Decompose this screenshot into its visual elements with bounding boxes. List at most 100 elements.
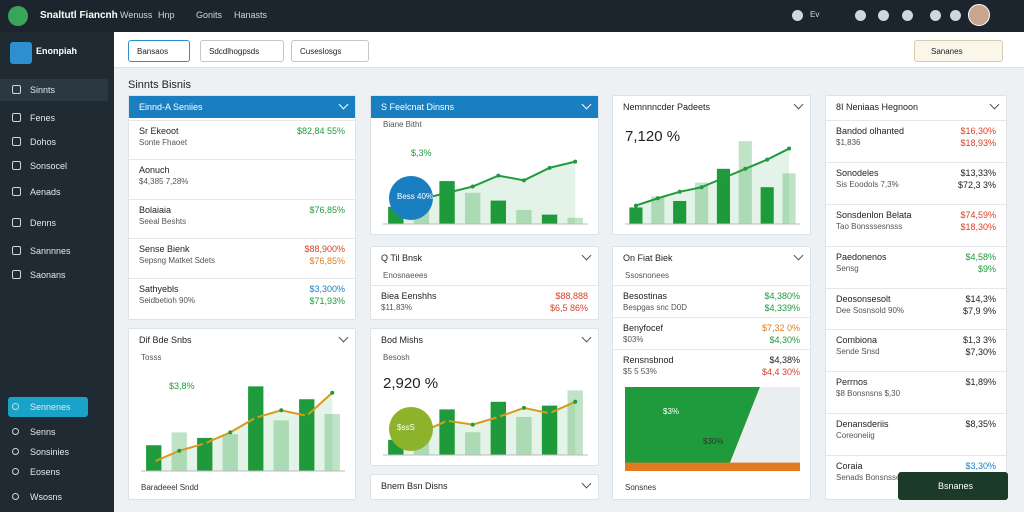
- row-label: Coraia: [836, 461, 863, 472]
- row-divider: [129, 277, 355, 279]
- nav-icon: [12, 187, 21, 196]
- row-label: Combiona: [836, 335, 878, 346]
- point: [743, 166, 748, 171]
- row-divider: [826, 287, 1006, 289]
- card: Dif Bde Snbs Tosss $3,8% Baradeeel Sndd: [128, 328, 356, 500]
- point: [445, 190, 450, 195]
- search-box[interactable]: Sananes: [914, 40, 1003, 62]
- nav-item[interactable]: Dohos: [0, 131, 108, 153]
- chart-area: [383, 134, 588, 228]
- sidebar: Enonpiah Sinnts Fenes Dohos Sonsocel Aenads De…: [0, 32, 114, 512]
- menu-item[interactable]: Hnp: [158, 10, 175, 20]
- row-value: $88,888: [555, 291, 588, 301]
- action-button[interactable]: Bsnanes: [898, 472, 1008, 500]
- row-divider: [826, 371, 1006, 373]
- point: [330, 390, 335, 395]
- nav-item[interactable]: Denns: [0, 212, 108, 234]
- action-label: Bsnanes: [938, 481, 974, 491]
- bar: [567, 217, 583, 224]
- page-title: Sinnts Bisnis: [128, 79, 191, 91]
- bar: [299, 399, 315, 471]
- nav-item[interactable]: Sonsocel: [0, 155, 108, 177]
- icon[interactable]: [930, 10, 941, 21]
- card: On Fiat Biek Ssosnonees Besostinas Bespgas …: [555, 246, 905, 500]
- bar: [146, 445, 162, 471]
- row-label: Sonsdenlon Belata: [836, 209, 912, 220]
- row-value: $4,58%: [965, 251, 996, 262]
- nav-item[interactable]: Sonsinies: [8, 442, 88, 462]
- nav-item[interactable]: Sennenes: [8, 397, 88, 417]
- nav-label: Sannnnes: [30, 246, 71, 256]
- card: Nemnnncder Padeets 7,120 %: [612, 95, 811, 235]
- row-divider: [129, 238, 355, 240]
- chart-big-value: 7,120 %: [625, 128, 681, 145]
- nav-icon: [12, 428, 19, 435]
- point: [655, 196, 660, 201]
- nav-label: Saonans: [30, 270, 66, 280]
- avatar[interactable]: [968, 4, 990, 26]
- point: [202, 441, 207, 446]
- nav-item[interactable]: Sinnts: [0, 79, 108, 101]
- chart-badge: $3,8%: [169, 381, 195, 391]
- bar: [197, 437, 213, 471]
- row-label: Sonodeles: [836, 167, 879, 178]
- nav-item[interactable]: Aenads: [0, 181, 108, 203]
- card-title: 8I Neniaas Hegnoon: [836, 102, 919, 112]
- row-value: $74,59%: [960, 209, 996, 220]
- chart-circle: Bess 40%: [389, 176, 433, 220]
- card: Einnd-A Seniies Sr Ekeoot Sonte Fhaoet $82,…: [128, 95, 356, 320]
- icon[interactable]: [902, 10, 913, 21]
- row-divider: [129, 120, 355, 121]
- menu-item[interactable]: Gonits: [196, 10, 223, 20]
- nav-item[interactable]: Fenes: [0, 107, 108, 129]
- nav-item[interactable]: Eosens: [8, 462, 88, 482]
- row-sub: $03%: [623, 335, 644, 344]
- toolbar-button[interactable]: Bansaos: [128, 40, 190, 62]
- bar: [760, 187, 774, 224]
- nav-label: Fenes: [30, 113, 56, 123]
- row-label: Sr Ekeoot: [139, 126, 179, 136]
- toolbar-button[interactable]: Cuseslosgs: [291, 40, 369, 62]
- menu-item[interactable]: Wenuss: [120, 10, 153, 20]
- bar: [738, 141, 752, 224]
- row-value: $76,85%: [309, 204, 345, 215]
- nav-item[interactable]: Senns: [8, 422, 88, 442]
- card-subtitle: Tosss: [141, 353, 162, 362]
- row-sub: Sonte Fhaoet: [139, 138, 188, 147]
- chart-area: [383, 367, 588, 459]
- icon[interactable]: [950, 10, 961, 21]
- nav-icon: [12, 468, 19, 475]
- icon[interactable]: [792, 10, 803, 21]
- bar: [516, 417, 532, 455]
- menu-item[interactable]: Hanasts: [234, 10, 268, 20]
- point: [279, 408, 284, 413]
- row-label: Sathyebls: [139, 283, 179, 294]
- card: Bnem Bsn Disns: [370, 474, 599, 500]
- nav-label: Senns: [30, 427, 56, 437]
- row-value: $4,339%: [764, 303, 800, 313]
- row-value: $18,30%: [960, 221, 996, 232]
- card: Bod Mishs Besosh 2,920 % $ssS: [370, 328, 599, 466]
- toolbar-button[interactable]: Sdcdlhogpsds: [200, 40, 284, 62]
- row-value: $7,32 0%: [761, 323, 800, 333]
- row-value: $4,30%: [769, 335, 800, 345]
- icon[interactable]: [878, 10, 889, 21]
- mini-chart: [141, 386, 345, 472]
- nav-label: Eosens: [30, 467, 61, 477]
- row-value: $76,85%: [309, 256, 345, 267]
- pie-chart: [555, 287, 905, 471]
- row-label: Biea Eenshhs: [381, 291, 437, 301]
- point: [496, 173, 501, 178]
- circle-label: $ssS: [397, 423, 415, 432]
- icon[interactable]: [855, 10, 866, 21]
- logo: [8, 6, 28, 26]
- row-divider: [613, 317, 810, 318]
- nav-item[interactable]: Saonans: [0, 264, 108, 286]
- row-label: Aonuch: [139, 165, 170, 176]
- nav-item[interactable]: Wsosns: [8, 487, 88, 507]
- row-sub: Bespgas snc D0D: [623, 303, 688, 312]
- nav-item[interactable]: Sannnnes: [0, 240, 108, 262]
- row-value: $82,84 55%: [296, 126, 345, 136]
- row-sub: Sende Snsd: [836, 347, 880, 357]
- card-title: Nemnnncder Padeets: [623, 102, 711, 112]
